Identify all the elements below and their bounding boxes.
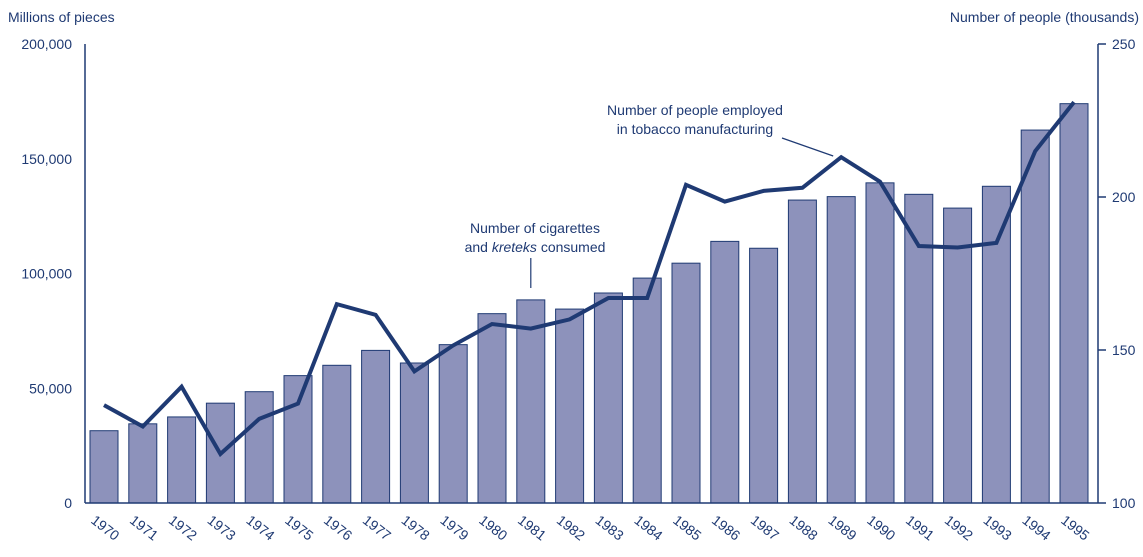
bar-1989: [826, 196, 856, 504]
bar-1972: [167, 416, 197, 504]
x-tick-labels: 1970 1971 1972 1973 1974 1975 1976 1977 1978 1979…: [88, 512, 1093, 544]
bar-1978: [399, 362, 429, 504]
bar-1983: [593, 292, 623, 504]
bar-1990: [865, 182, 895, 504]
bar-1979: [438, 344, 468, 504]
bar-1994: [1020, 129, 1050, 504]
right-tick-label: 250: [1112, 36, 1136, 52]
bar-1991: [904, 193, 934, 504]
bar-1984: [632, 277, 662, 504]
x-tick-label-1995: 1995: [1058, 512, 1093, 544]
bar-1987: [749, 247, 779, 504]
x-tick-label-1980: 1980: [476, 512, 511, 544]
x-tick-label-1983: 1983: [593, 512, 628, 544]
bar-1981: [516, 299, 546, 504]
axes-group: 0 50,000 100,000 150,000 200,000 100 150 200 250: [21, 36, 1135, 511]
bar-1985: [671, 262, 701, 504]
bar-1976: [322, 364, 352, 504]
right-tick-label: 100: [1112, 495, 1136, 511]
x-tick-label-1970: 1970: [88, 512, 123, 544]
annotation-employment-leader: [781, 137, 834, 157]
bar-1971: [128, 423, 158, 504]
x-tick-label-1972: 1972: [166, 512, 201, 544]
annotation-cigarettes: Number of cigarettes and kreteks consume…: [440, 219, 630, 257]
x-tick-label-1987: 1987: [748, 512, 783, 544]
x-tick-label-1985: 1985: [670, 512, 705, 544]
annotation-cigarettes-line2: and kreteks consumed: [464, 239, 606, 255]
x-tick-label-1976: 1976: [321, 512, 356, 544]
bar-1975: [283, 375, 313, 504]
x-tick-label-1994: 1994: [1019, 512, 1054, 544]
bar-1995: [1059, 103, 1089, 504]
right-axis-title: Number of people (thousands): [949, 9, 1139, 25]
annotation-employment-line1: Number of people employed: [607, 102, 783, 118]
left-axis-title: Millions of pieces: [8, 9, 115, 25]
x-tick-label-1993: 1993: [981, 512, 1016, 544]
left-tick-label: 150,000: [21, 151, 72, 167]
bar-1988: [787, 199, 817, 504]
x-tick-label-1973: 1973: [205, 512, 240, 544]
bar-1970: [89, 430, 119, 504]
x-tick-label-1982: 1982: [554, 512, 589, 544]
bar-1980: [477, 313, 507, 504]
x-tick-label-1975: 1975: [282, 512, 317, 544]
x-tick-label-1986: 1986: [709, 512, 744, 544]
bar-1992: [943, 207, 973, 504]
left-tick-label: 200,000: [21, 36, 72, 52]
x-tick-label-1991: 1991: [903, 512, 938, 544]
employment-line: [103, 100, 1076, 458]
left-tick-label: 50,000: [29, 380, 72, 396]
x-tick-label-1978: 1978: [399, 512, 434, 544]
x-tick-label-1988: 1988: [787, 512, 822, 544]
bar-1977: [361, 349, 391, 504]
annotation-cigarettes-line1: Number of cigarettes: [470, 220, 600, 236]
x-tick-label-1977: 1977: [360, 512, 395, 544]
left-tick-label: 100,000: [21, 266, 72, 282]
annotation-employment: Number of people employed in tobacco man…: [580, 101, 810, 139]
bars-group: [89, 103, 1089, 504]
x-tick-label-1989: 1989: [825, 512, 860, 544]
bar-1986: [710, 240, 740, 504]
x-tick-label-1971: 1971: [127, 512, 162, 544]
x-tick-label-1990: 1990: [864, 512, 899, 544]
right-tick-label: 200: [1112, 189, 1136, 205]
x-tick-label-1979: 1979: [437, 512, 472, 544]
bar-1993: [981, 185, 1011, 504]
line-group: [103, 100, 1076, 458]
x-tick-label-1974: 1974: [243, 512, 278, 544]
annotation-leaders: [530, 137, 834, 288]
x-tick-label-1992: 1992: [942, 512, 977, 544]
annotation-employment-line2: in tobacco manufacturing: [616, 121, 774, 137]
left-tick-label: 0: [64, 495, 72, 511]
x-tick-label-1981: 1981: [515, 512, 550, 544]
bar-1982: [555, 308, 585, 504]
x-tick-label-1984: 1984: [631, 512, 666, 544]
bar-1974: [244, 391, 274, 504]
right-tick-label: 150: [1112, 342, 1136, 358]
